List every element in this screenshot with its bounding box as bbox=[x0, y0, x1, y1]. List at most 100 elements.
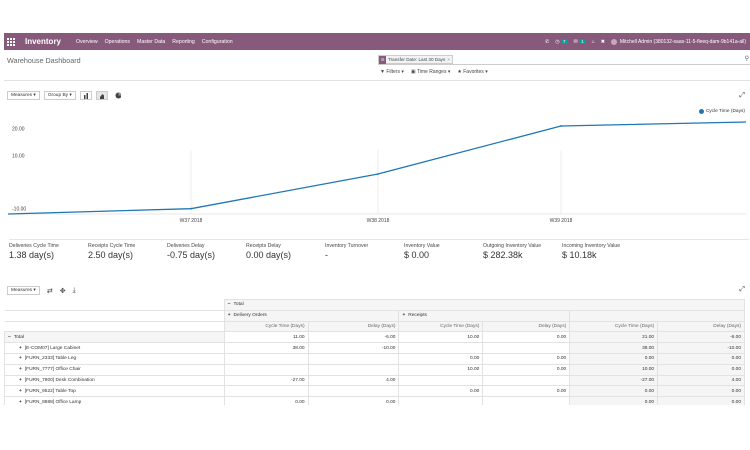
pivot-cell bbox=[482, 374, 571, 387]
download-icon[interactable]: ⤓ bbox=[72, 286, 76, 294]
measures-button[interactable]: Measures ▾ bbox=[7, 91, 40, 100]
pivot-total-row: − Total 11.00 -6.00 10.00 0.00 21.00 -6.0… bbox=[4, 331, 745, 344]
user-name: Mitchell Admin (380132-saas-11-5-fleeq-d… bbox=[619, 38, 746, 45]
measure-header[interactable]: Delay (Days) bbox=[307, 320, 400, 333]
bar-chart-button[interactable] bbox=[79, 91, 92, 100]
facet-close-icon[interactable]: × bbox=[447, 57, 450, 62]
pivot-cell: 38.00 bbox=[223, 342, 309, 354]
pivot-cell: 0.00 bbox=[482, 385, 571, 398]
pivot-cell bbox=[398, 396, 484, 405]
messages-icon[interactable]: ✉ 1 bbox=[573, 38, 586, 45]
pivot-cell: 0.00 bbox=[398, 352, 484, 365]
navbar-systray: ✆ ◷ 7 ✉ 1 ⌂ ✖ Mitchell Admin (380132-saa… bbox=[545, 38, 746, 45]
pivot-table: − Total + Delivery Orders + Receipts Cycle … bbox=[4, 299, 746, 405]
kpi-deliveries-cycle-time[interactable]: Deliveries Cycle Time 1.38 day(s) bbox=[9, 243, 59, 260]
kpi-inventory-turnover[interactable]: Inventory Turnover - bbox=[325, 243, 369, 260]
col-header-total[interactable]: − Total bbox=[223, 299, 746, 311]
apps-menu-icon[interactable] bbox=[7, 37, 16, 46]
pivot-cell: -10.00 bbox=[307, 342, 400, 354]
kpi-outgoing-inventory-value[interactable]: Outgoing Inventory Value $ 282.38k bbox=[483, 243, 542, 260]
pivot-header-row-2: + Delivery Orders + Receipts bbox=[4, 309, 745, 322]
search-options: ▼ Filters ▾ ▣ Time Ranges ▾ ★ Favorites … bbox=[380, 69, 488, 75]
pivot-cell: 4.00 bbox=[307, 374, 400, 387]
user-menu[interactable]: Mitchell Admin (380132-saas-11-5-fleeq-d… bbox=[610, 38, 746, 45]
menu-overview[interactable]: Overview bbox=[76, 38, 98, 45]
measure-header[interactable]: Delay (Days) bbox=[657, 320, 745, 333]
pivot-cell: 0.00 bbox=[569, 396, 659, 405]
pie-chart-button[interactable] bbox=[111, 91, 124, 100]
pivot-cell bbox=[482, 342, 571, 354]
measure-header[interactable]: Delay (Days) bbox=[482, 320, 571, 333]
kpi-receipts-delay[interactable]: Receipts Delay 0.00 day(s) bbox=[246, 243, 292, 260]
tools-icon[interactable]: ✖ bbox=[600, 38, 605, 45]
control-panel: Warehouse Dashboard ☰ Transfer Date: Las… bbox=[4, 50, 750, 81]
table-row: + [FURN_7777] Office Chair 10.00 0.00 10.… bbox=[4, 363, 745, 376]
menu-reporting[interactable]: Reporting bbox=[172, 38, 195, 45]
expand-all-icon[interactable]: ✥ bbox=[59, 287, 66, 295]
kpi-incoming-inventory-value[interactable]: Incoming Inventory Value $ 10.18k bbox=[562, 243, 621, 260]
line-chart-button[interactable] bbox=[95, 91, 108, 100]
home-icon[interactable]: ⌂ bbox=[591, 38, 595, 45]
app-content: Inventory Overview Operations Master Dat… bbox=[4, 33, 750, 405]
row-header[interactable]: + [FURN_7777] Office Chair bbox=[4, 363, 225, 376]
pivot-cell: -6.00 bbox=[657, 331, 745, 344]
chart-legend[interactable]: Cycle Time (Days) bbox=[698, 109, 745, 114]
facet-label: Transfer Date: Last 30 Days bbox=[388, 57, 446, 62]
pivot-cell: 38.00 bbox=[569, 342, 659, 354]
pivot-measures-button[interactable]: Measures ▾ bbox=[7, 286, 40, 295]
activity-icon[interactable]: ◷ 7 bbox=[555, 38, 568, 45]
menu-master-data[interactable]: Master Data bbox=[137, 38, 166, 45]
group-by-button[interactable]: Group By ▾ bbox=[43, 91, 76, 100]
filter-icon: ☰ bbox=[379, 55, 386, 64]
graph-fullscreen-icon[interactable]: ⤢ bbox=[739, 92, 745, 99]
pivot-cell: 21.00 bbox=[569, 331, 659, 344]
x-tick-label: W38 2018 bbox=[367, 218, 390, 224]
pivot-cell: -10.00 bbox=[657, 342, 745, 354]
top-navbar: Inventory Overview Operations Master Dat… bbox=[4, 33, 750, 50]
measure-header[interactable]: Cycle Time (Days) bbox=[569, 320, 659, 333]
bar-chart-icon bbox=[83, 92, 88, 99]
menu-operations[interactable]: Operations bbox=[104, 38, 131, 45]
pivot-cell: -27.00 bbox=[569, 374, 659, 387]
pivot-measure-row: Cycle Time (Days) Delay (Days) Cycle Tim… bbox=[4, 320, 745, 333]
search-icon[interactable]: ⚲ bbox=[744, 56, 749, 62]
pivot-cell bbox=[223, 385, 309, 398]
row-header[interactable]: + [FURN_7800] Desk Combination bbox=[4, 374, 225, 387]
row-header[interactable]: + [FURN_9522] Table Top bbox=[4, 385, 225, 398]
app-brand[interactable]: Inventory bbox=[25, 37, 62, 46]
menu-configuration[interactable]: Configuration bbox=[201, 38, 233, 45]
pivot-fullscreen-icon[interactable]: ⤢ bbox=[739, 286, 745, 293]
favorites-dropdown[interactable]: ★ Favorites ▾ bbox=[457, 69, 488, 75]
legend-swatch bbox=[698, 109, 704, 114]
pivot-cell bbox=[223, 363, 309, 376]
page-title: Warehouse Dashboard bbox=[7, 56, 81, 65]
time-ranges-dropdown[interactable]: ▣ Time Ranges ▾ bbox=[410, 69, 451, 75]
col-header-delivery-orders[interactable]: + Delivery Orders bbox=[223, 309, 400, 322]
row-header[interactable]: + [FURN_8888] Office Lamp bbox=[4, 396, 225, 405]
row-header-total[interactable]: − Total bbox=[4, 331, 225, 344]
col-header-receipts[interactable]: + Receipts bbox=[398, 309, 571, 322]
user-avatar bbox=[610, 38, 617, 45]
pivot-cell: 0.00 bbox=[482, 363, 571, 376]
measure-header[interactable]: Cycle Time (Days) bbox=[223, 320, 309, 333]
row-header[interactable]: + [FURN_2333] Table Leg bbox=[4, 352, 225, 365]
measure-header[interactable]: Cycle Time (Days) bbox=[398, 320, 484, 333]
data-point bbox=[190, 207, 192, 210]
filters-dropdown[interactable]: ▼ Filters ▾ bbox=[380, 69, 404, 75]
row-header[interactable]: + [E-COM07] Large Cabinet bbox=[4, 342, 225, 354]
pivot-cell: 10.00 bbox=[398, 331, 484, 344]
search-facet[interactable]: ☰ Transfer Date: Last 30 Days × bbox=[378, 55, 453, 64]
flip-axis-icon[interactable]: ⇄ bbox=[46, 287, 53, 295]
pivot-cell bbox=[307, 385, 400, 398]
phone-icon[interactable]: ✆ bbox=[545, 38, 550, 45]
pivot-cell bbox=[223, 352, 309, 365]
kpi-receipts-cycle-time[interactable]: Receipts Cycle Time 2.50 day(s) bbox=[88, 243, 136, 260]
table-row: + [FURN_7800] Desk Combination -27.00 4.0… bbox=[4, 374, 745, 387]
data-point bbox=[377, 173, 379, 175]
kpi-deliveries-delay[interactable]: Deliveries Delay -0.75 day(s) bbox=[167, 243, 216, 260]
search-bar[interactable]: ☰ Transfer Date: Last 30 Days × ⚲ bbox=[378, 55, 750, 65]
pivot-cell: -27.00 bbox=[223, 374, 309, 387]
pivot-cell bbox=[398, 342, 484, 354]
kpi-inventory-value[interactable]: Inventory Value $ 0.00 bbox=[404, 243, 440, 260]
